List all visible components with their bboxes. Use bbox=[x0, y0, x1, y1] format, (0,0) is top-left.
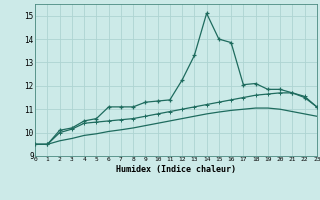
X-axis label: Humidex (Indice chaleur): Humidex (Indice chaleur) bbox=[116, 165, 236, 174]
